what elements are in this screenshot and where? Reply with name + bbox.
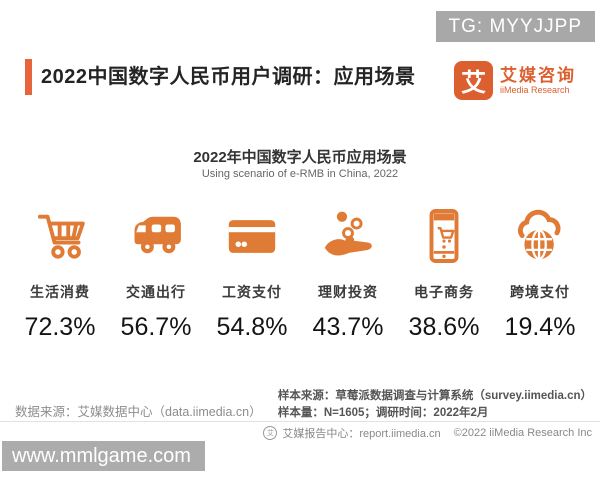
sample-source-block: 样本来源：草莓派数据调查与计算系统（survey.iimedia.cn） 样本量…	[278, 388, 592, 421]
chart-title: 2022年中国数字人民币应用场景	[193, 149, 407, 166]
scenario-item: 工资支付 54.8%	[204, 207, 300, 342]
item-label: 生活消费	[30, 284, 90, 300]
scenario-item: 生活消费 72.3%	[12, 207, 108, 342]
report-center-line: 艾 艾媒报告中心：report.iimedia.cn ©2022 iiMedia…	[263, 425, 592, 441]
copyright-text: ©2022 iiMedia Research Inc	[453, 427, 592, 439]
iimedia-logo-icon: 艾	[454, 61, 493, 100]
item-label: 交通出行	[126, 284, 186, 300]
footer-divider	[0, 421, 600, 422]
item-value: 72.3%	[24, 313, 96, 341]
scenario-item: 交通出行 56.7%	[108, 207, 204, 342]
sample-size-note: 样本量：N=1605；调研时间：2022年2月	[277, 406, 489, 419]
report-center-text: 艾媒报告中心：report.iimedia.cn	[282, 428, 441, 440]
item-value: 38.6%	[408, 313, 480, 341]
bank-card-icon	[204, 207, 300, 265]
mobile-shopping-icon	[396, 207, 492, 265]
scenario-items-row: 生活消费 72.3% 交通出行 56.7%	[12, 207, 588, 342]
logo-name-cn: 艾媒咨询	[500, 65, 576, 85]
item-label: 跨境支付	[510, 284, 570, 300]
page-title: 2022中国数字人民币用户调研：应用场景	[41, 66, 416, 88]
item-label: 电子商务	[414, 284, 474, 300]
bus-icon	[108, 207, 204, 265]
item-label: 工资支付	[222, 284, 282, 300]
item-value: 19.4%	[504, 313, 576, 341]
sample-source-note: 样本来源：草莓派数据调查与计算系统（survey.iimedia.cn）	[277, 390, 592, 402]
globe-cloud-icon	[492, 207, 588, 265]
item-label: 理财投资	[318, 284, 378, 300]
iimedia-logo: 艾 艾媒咨询 iiMedia Research	[454, 61, 576, 100]
scenario-item: 跨境支付 19.4%	[492, 207, 588, 342]
header: 2022中国数字人民币用户调研：应用场景 艾 艾媒咨询 iiMedia Rese…	[25, 59, 576, 100]
item-value: 43.7%	[312, 313, 384, 341]
title-accent-bar	[25, 59, 32, 95]
logo-text: 艾媒咨询 iiMedia Research	[500, 66, 576, 96]
item-value: 56.7%	[120, 313, 192, 341]
data-source-note: 数据来源：艾媒数据中心（data.iimedia.cn）	[15, 405, 262, 419]
hand-coins-icon	[300, 207, 396, 265]
tg-watermark-badge: TG: MYYJJPP	[435, 11, 595, 42]
chart-subtitle: Using scenario of e-RMB in China, 2022	[201, 168, 399, 180]
shopping-cart-icon	[12, 207, 108, 265]
site-watermark: www.mmlgame.com	[2, 441, 205, 471]
iimedia-report-icon: 艾	[263, 426, 278, 440]
scenario-item: 理财投资 43.7%	[300, 207, 396, 342]
logo-name-en: iiMedia Research	[500, 84, 570, 95]
scenario-item: 电子商务 38.6%	[396, 207, 492, 342]
title-block: 2022中国数字人民币用户调研：应用场景	[25, 59, 416, 95]
item-value: 54.8%	[216, 313, 288, 341]
